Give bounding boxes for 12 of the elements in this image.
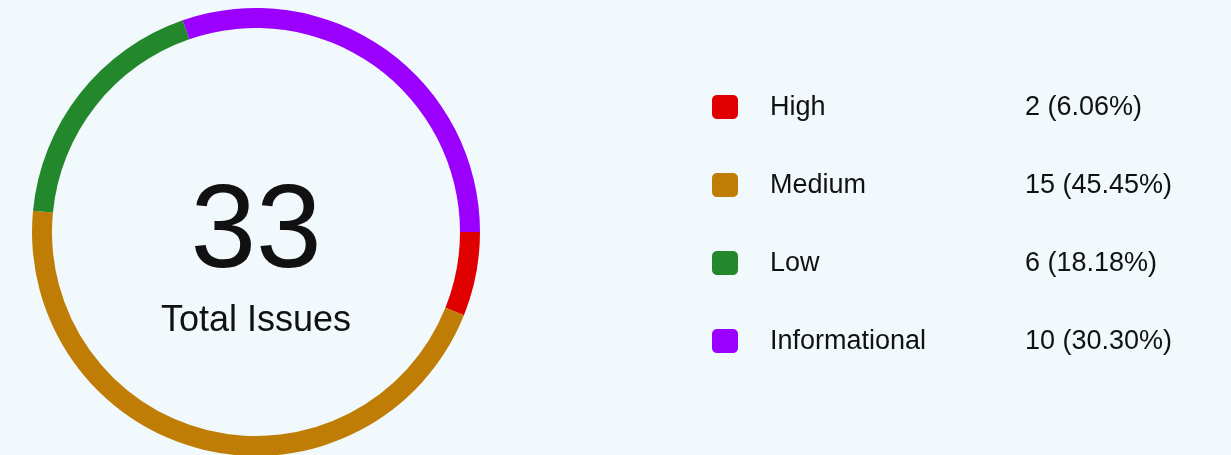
data-label: 10 (30.30%): [1025, 325, 1173, 355]
data-label: 2 (6.06%): [1025, 91, 1143, 121]
donut-slice: [33, 20, 190, 213]
data-label: 6 (18.18%): [1025, 247, 1158, 277]
legend-label: High: [770, 91, 826, 121]
legend-label: Informational: [770, 325, 927, 355]
data-label: 15 (45.45%): [1025, 169, 1173, 199]
donut-slice: [445, 232, 480, 316]
text: 33: [190, 160, 322, 292]
text: Total Issues: [160, 298, 352, 339]
legend-label: Medium: [770, 169, 867, 199]
legend-label: Low: [770, 247, 821, 277]
